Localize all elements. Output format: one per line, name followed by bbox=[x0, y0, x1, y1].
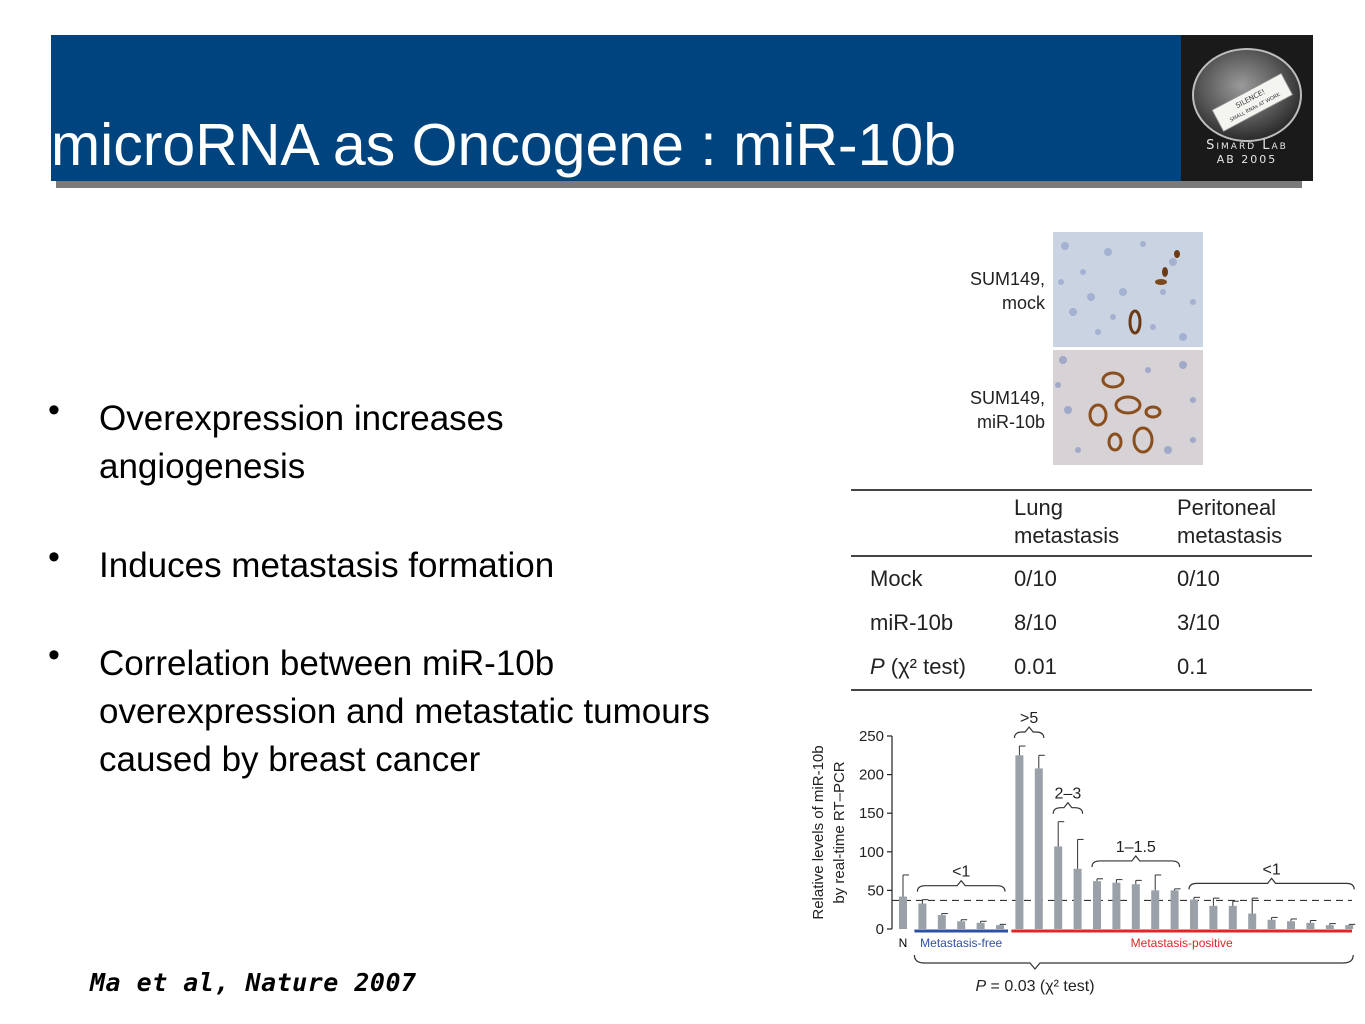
y-axis-label: by real-time RT–PCR bbox=[831, 761, 848, 903]
p-symbol: P bbox=[870, 654, 885, 679]
bar bbox=[1325, 925, 1334, 929]
micrograph-label-mock: SUM149, mock bbox=[930, 267, 1045, 315]
bar bbox=[1248, 913, 1257, 929]
header-line: Lung bbox=[1014, 495, 1063, 520]
bracket bbox=[1052, 801, 1084, 814]
pvalue-brace bbox=[913, 954, 1354, 970]
logo-lab-name: Simard Lab bbox=[1206, 138, 1288, 153]
bar bbox=[1228, 905, 1237, 929]
micrograph-label-line: SUM149, bbox=[969, 269, 1045, 289]
table-header-peritoneal: Peritoneal metastasis bbox=[1177, 490, 1312, 556]
bar bbox=[1345, 925, 1354, 929]
bracket bbox=[1091, 854, 1181, 868]
bar bbox=[996, 925, 1004, 929]
bar bbox=[1073, 868, 1082, 929]
bracket bbox=[1013, 726, 1045, 739]
bracket-label: <1 bbox=[952, 864, 970, 881]
bar bbox=[1015, 755, 1024, 929]
micrograph-label-mir10b: SUM149, miR-10b bbox=[930, 386, 1045, 434]
pvalue-symbol: P bbox=[975, 978, 986, 995]
y-tick-label: 50 bbox=[867, 882, 884, 899]
header-line: metastasis bbox=[1177, 523, 1283, 548]
bar bbox=[1209, 905, 1218, 929]
group-label: Metastasis-positive bbox=[1131, 936, 1233, 950]
lab-logo: SILENCE! SMALL RNAs AT WORK Simard Lab A… bbox=[1181, 35, 1313, 181]
micrograph-mir10b bbox=[1053, 350, 1203, 465]
bar bbox=[937, 915, 946, 929]
table-row: P (χ² test) 0.01 0.1 bbox=[851, 645, 1312, 690]
bar bbox=[1287, 921, 1295, 929]
citation: Ma et al, Nature 2007 bbox=[90, 968, 417, 997]
pvalue-label: P = 0.03 (χ² test) bbox=[975, 978, 1094, 995]
title-bar bbox=[51, 35, 1181, 181]
row-label: Mock bbox=[870, 566, 923, 591]
bracket-label: 2–3 bbox=[1055, 786, 1082, 803]
bar bbox=[1112, 882, 1121, 929]
y-tick-label: 100 bbox=[859, 844, 884, 861]
lab-logo-image: SILENCE! SMALL RNAs AT WORK bbox=[1192, 48, 1302, 142]
cell-lung: 0/10 bbox=[1014, 566, 1057, 591]
bracket-label: >5 bbox=[1020, 710, 1038, 727]
cell-lung: 0.01 bbox=[1014, 654, 1057, 679]
cell-lung: 8/10 bbox=[1014, 610, 1057, 635]
bracket-label: <1 bbox=[1262, 861, 1280, 878]
bullet-text: Overexpression increases angiogenesis bbox=[99, 399, 504, 486]
micrograph-label-line: mock bbox=[1001, 293, 1045, 313]
group-label: N bbox=[899, 936, 908, 950]
bracket-label: 1–1.5 bbox=[1116, 839, 1156, 856]
bar bbox=[1034, 768, 1043, 929]
y-tick-label: 0 bbox=[876, 921, 884, 938]
micrograph-label-line: miR-10b bbox=[976, 412, 1045, 432]
table-header-lung: Lung metastasis bbox=[1014, 490, 1177, 556]
pvalue-text: = 0.03 (χ² test) bbox=[986, 978, 1094, 995]
cell-peritoneal: 3/10 bbox=[1177, 610, 1220, 635]
y-tick-label: 200 bbox=[859, 767, 884, 784]
row-label: P (χ² test) bbox=[851, 645, 1014, 690]
table-header-empty bbox=[851, 490, 1014, 556]
bar bbox=[1093, 881, 1101, 929]
bullet-text: Induces metastasis formation bbox=[99, 546, 555, 585]
bar bbox=[1190, 899, 1198, 929]
y-tick-label: 150 bbox=[859, 805, 884, 822]
table-row: Mock 0/10 0/10 bbox=[851, 556, 1312, 601]
bar bbox=[1131, 884, 1140, 929]
bar bbox=[957, 921, 966, 929]
bar bbox=[1170, 890, 1179, 929]
micrograph-label-line: SUM149, bbox=[969, 388, 1045, 408]
logo-year: AB 2005 bbox=[1216, 153, 1278, 166]
bar bbox=[899, 896, 907, 929]
bar bbox=[976, 922, 985, 929]
bullet-dot-icon: • bbox=[48, 636, 60, 674]
metastasis-table: Lung metastasis Peritoneal metastasis Mo… bbox=[851, 489, 1312, 691]
cell-peritoneal: 0/10 bbox=[1177, 566, 1220, 591]
group-label: Metastasis-free bbox=[920, 936, 1002, 950]
bullet-text: Correlation between miR-10b overexpressi… bbox=[99, 644, 710, 779]
cell-peritoneal: 0.1 bbox=[1177, 654, 1208, 679]
table-header-row: Lung metastasis Peritoneal metastasis bbox=[851, 490, 1312, 556]
mir10b-bar-chart: 0 50 100 150 200 250 Relative levels of miR-10… bbox=[810, 710, 1356, 995]
bar bbox=[1054, 846, 1063, 929]
bar bbox=[1151, 890, 1160, 929]
micrograph-mock bbox=[1053, 232, 1203, 347]
bullet-dot-icon: • bbox=[48, 538, 60, 576]
header-line: Peritoneal bbox=[1177, 495, 1277, 520]
y-tick-label: 250 bbox=[859, 728, 884, 745]
bar bbox=[1306, 922, 1315, 929]
bracket bbox=[916, 879, 1006, 892]
row-label: miR-10b bbox=[870, 610, 954, 635]
bar bbox=[1267, 919, 1276, 929]
p-test-label: (χ² test) bbox=[884, 654, 966, 679]
bracket bbox=[1188, 877, 1355, 890]
bullet-dot-icon: • bbox=[48, 391, 60, 429]
slide-title: microRNA as Oncogene : miR-10b bbox=[51, 112, 957, 178]
bar bbox=[918, 903, 927, 929]
table-row: miR-10b 8/10 3/10 bbox=[851, 601, 1312, 645]
header-line: metastasis bbox=[1014, 523, 1120, 548]
logo-note: SILENCE! SMALL RNAs AT WORK bbox=[1211, 72, 1293, 132]
y-axis-label: Relative levels of miR-10b bbox=[810, 745, 827, 919]
